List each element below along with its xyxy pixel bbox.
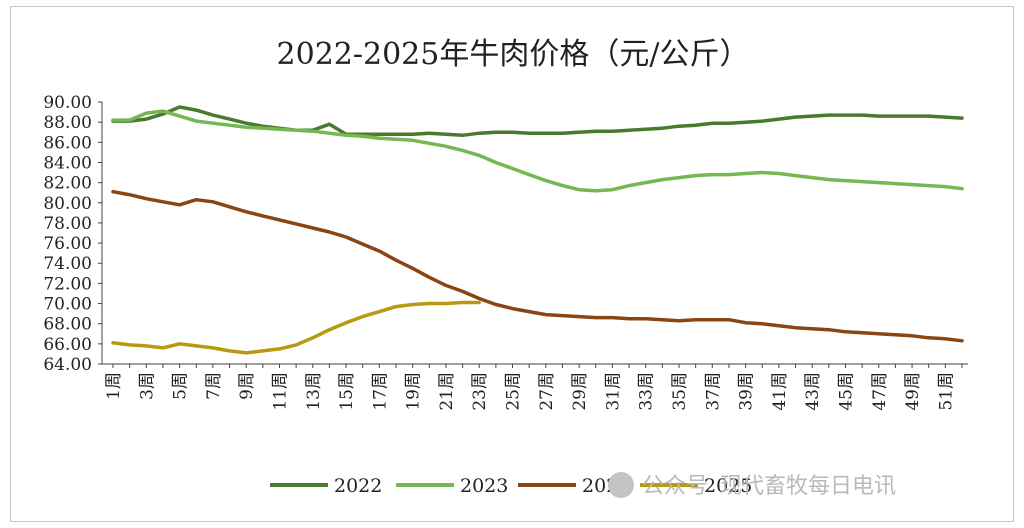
x-tick-label: 25周 — [504, 372, 524, 411]
x-tick-label: 49周 — [903, 372, 923, 411]
x-tick-label: 51周 — [936, 372, 956, 411]
series-line-2023 — [111, 109, 964, 193]
x-tick-label: 23周 — [470, 372, 490, 411]
x-tick-label: 5周 — [171, 372, 191, 400]
chart-frame: 2022-2025年牛肉价格（元/公斤） — [10, 6, 1014, 522]
x-tick-label: 27周 — [537, 372, 557, 411]
x-tick-label: 9周 — [237, 372, 257, 400]
watermark-account: 现代畜牧每日电讯 — [720, 474, 897, 499]
x-tick-label: 47周 — [870, 372, 890, 411]
x-tick-label: 33周 — [637, 372, 657, 411]
x-tick-label: 41周 — [770, 372, 790, 411]
y-tick-label: 88.00 — [43, 113, 92, 133]
watermark-platform: 公众号 — [642, 474, 709, 499]
x-tick-label: 45周 — [836, 372, 856, 411]
x-tick-label: 31周 — [603, 372, 623, 411]
x-tick-label: 13周 — [304, 372, 324, 411]
y-tick-label: 70.00 — [43, 295, 92, 315]
y-tick-label: 72.00 — [43, 274, 92, 294]
x-tick-label: 43周 — [803, 372, 823, 411]
x-tick-label: 7周 — [204, 372, 224, 400]
x-tick-label: 29周 — [570, 372, 590, 411]
x-tick-label: 1周 — [104, 372, 124, 400]
y-tick-label: 78.00 — [43, 214, 92, 234]
y-tick-label: 80.00 — [43, 194, 92, 214]
y-tick-label: 82.00 — [43, 174, 92, 194]
y-tick-label: 64.00 — [43, 355, 92, 375]
y-tick-label: 84.00 — [43, 153, 92, 173]
series-line-2025 — [111, 300, 481, 355]
x-tick-label: 39周 — [737, 372, 757, 411]
x-tick-label: 15周 — [337, 372, 357, 411]
y-tick-label: 66.00 — [43, 335, 92, 355]
x-tick-label: 37周 — [703, 372, 723, 411]
x-tick-label: 3周 — [137, 372, 157, 400]
x-tick-label: 21周 — [437, 372, 457, 411]
y-tick-label: 90.00 — [43, 93, 92, 113]
legend-label-2023: 2023 — [460, 475, 508, 497]
watermark: 公众号 现代畜牧每日电讯 — [608, 468, 896, 500]
legend-label-2025: 2025 — [704, 475, 752, 497]
wechat-icon — [608, 472, 634, 498]
y-tick-label: 74.00 — [43, 254, 92, 274]
x-tick-label: 35周 — [670, 372, 690, 411]
x-tick-label: 19周 — [404, 372, 424, 411]
series-line-2022 — [111, 105, 964, 138]
x-tick-label: 17周 — [370, 372, 390, 411]
y-tick-label: 76.00 — [43, 234, 92, 254]
y-tick-label: 68.00 — [43, 315, 92, 335]
series-line-2024 — [111, 189, 964, 343]
x-tick-label: 11周 — [270, 372, 290, 411]
y-tick-label: 86.00 — [43, 133, 92, 153]
legend-label-2022: 2022 — [334, 475, 382, 497]
chart-title: 2022-2025年牛肉价格（元/公斤） — [276, 37, 750, 72]
